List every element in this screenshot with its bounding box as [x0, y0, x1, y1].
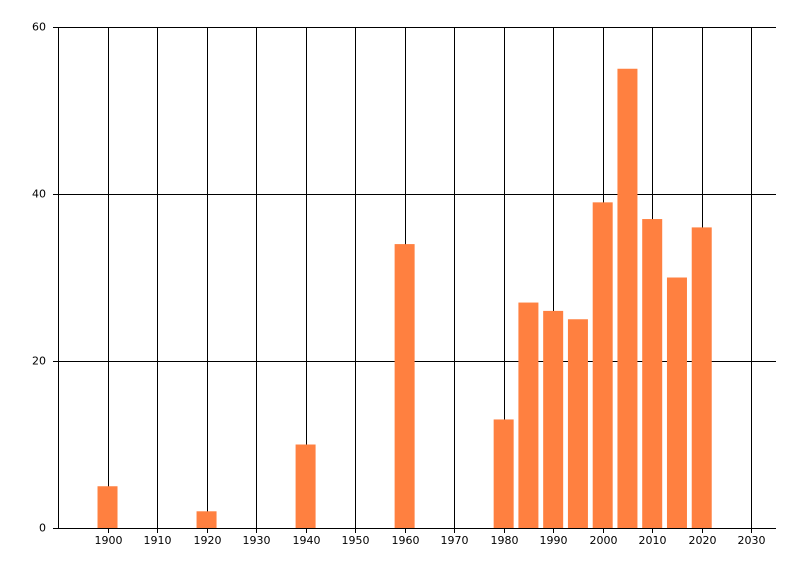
bar — [617, 68, 638, 528]
x-tick-label: 2030 — [738, 534, 766, 547]
x-tick-label: 1950 — [342, 534, 370, 547]
bar — [518, 302, 539, 528]
x-tick-label: 1900 — [95, 534, 123, 547]
x-tick-label: 1990 — [540, 534, 568, 547]
bar — [97, 486, 118, 528]
bar — [642, 219, 663, 529]
bar — [394, 244, 415, 528]
x-tick-label: 1930 — [243, 534, 271, 547]
x-tick-label: 1980 — [491, 534, 519, 547]
bar — [543, 310, 564, 528]
x-tick-label: 1920 — [194, 534, 222, 547]
x-tick-label: 2000 — [590, 534, 618, 547]
x-tick-label: 1940 — [293, 534, 321, 547]
bar — [567, 319, 588, 528]
bar — [691, 227, 712, 528]
bar — [493, 419, 514, 528]
bar — [666, 277, 687, 528]
bar — [295, 444, 316, 528]
y-tick-label: 20 — [32, 355, 46, 368]
x-tick-label: 2010 — [639, 534, 667, 547]
y-tick-label: 60 — [32, 21, 46, 34]
x-tick-label: 1910 — [144, 534, 172, 547]
x-tick-label: 1970 — [441, 534, 469, 547]
x-tick-label: 2020 — [689, 534, 717, 547]
y-tick-label: 0 — [39, 522, 46, 535]
bar — [592, 202, 613, 528]
y-tick-label: 40 — [32, 188, 46, 201]
x-tick-label: 1960 — [392, 534, 420, 547]
bar — [196, 511, 217, 528]
